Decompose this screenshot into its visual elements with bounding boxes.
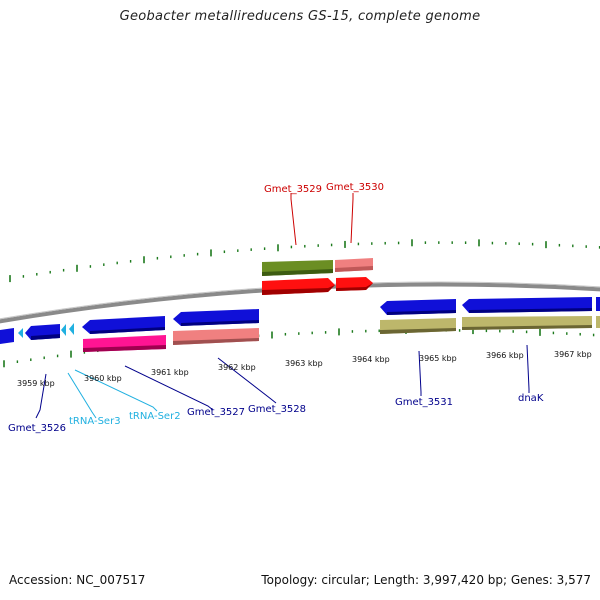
accession-text: Accession: NC_007517 bbox=[9, 573, 146, 587]
gene-label-gmet-3529: Gmet_3529 bbox=[264, 184, 322, 195]
gene-label-trna-ser3: tRNA-Ser3 bbox=[69, 416, 121, 427]
gene-partial-left bbox=[0, 328, 14, 344]
scale-label: 3960 kbp bbox=[84, 374, 122, 383]
gene-label-gmet-3528: Gmet_3528 bbox=[248, 404, 306, 415]
label-leaders bbox=[35, 193, 530, 419]
gene-label-gmet-3530: Gmet_3530 bbox=[326, 182, 384, 193]
forward-strand-features bbox=[262, 258, 373, 295]
scale-label: 3964 kbp bbox=[352, 355, 390, 364]
gene-label-gmet-3527: Gmet_3527 bbox=[187, 407, 245, 418]
scale-label: 3963 kbp bbox=[285, 359, 323, 368]
gene-label-trna-ser2: tRNA-Ser2 bbox=[129, 411, 181, 422]
scale-label: 3961 kbp bbox=[151, 368, 189, 377]
genome-summary-text: Topology: circular; Length: 3,997,420 bp… bbox=[261, 573, 591, 587]
scale-label: 3962 kbp bbox=[218, 363, 256, 372]
scale-label: 3966 kbp bbox=[486, 351, 524, 360]
trna-ser3 bbox=[18, 328, 23, 338]
gene-labels: Gmet_3529 Gmet_3530 Gmet_3526 tRNA-Ser3 … bbox=[8, 182, 544, 434]
reverse-strand-features bbox=[0, 297, 600, 352]
trna-ser2b bbox=[69, 323, 74, 335]
scale-labels: 3959 kbp 3960 kbp 3961 kbp 3962 kbp 3963… bbox=[17, 350, 592, 388]
scale-label: 3967 kbp bbox=[554, 350, 592, 359]
map-title: Geobacter metallireducens GS-15, complet… bbox=[119, 9, 481, 24]
gene-partial-right bbox=[596, 297, 600, 311]
scale-label: 3965 kbp bbox=[419, 354, 457, 363]
scale-label: 3959 kbp bbox=[17, 379, 55, 388]
gene-label-dnak: dnaK bbox=[518, 393, 544, 404]
gene-label-gmet-3531: Gmet_3531 bbox=[395, 397, 453, 408]
outer-tick-marks bbox=[9, 239, 600, 283]
trna-ser2 bbox=[61, 324, 66, 336]
gene-label-gmet-3526: Gmet_3526 bbox=[8, 423, 66, 434]
